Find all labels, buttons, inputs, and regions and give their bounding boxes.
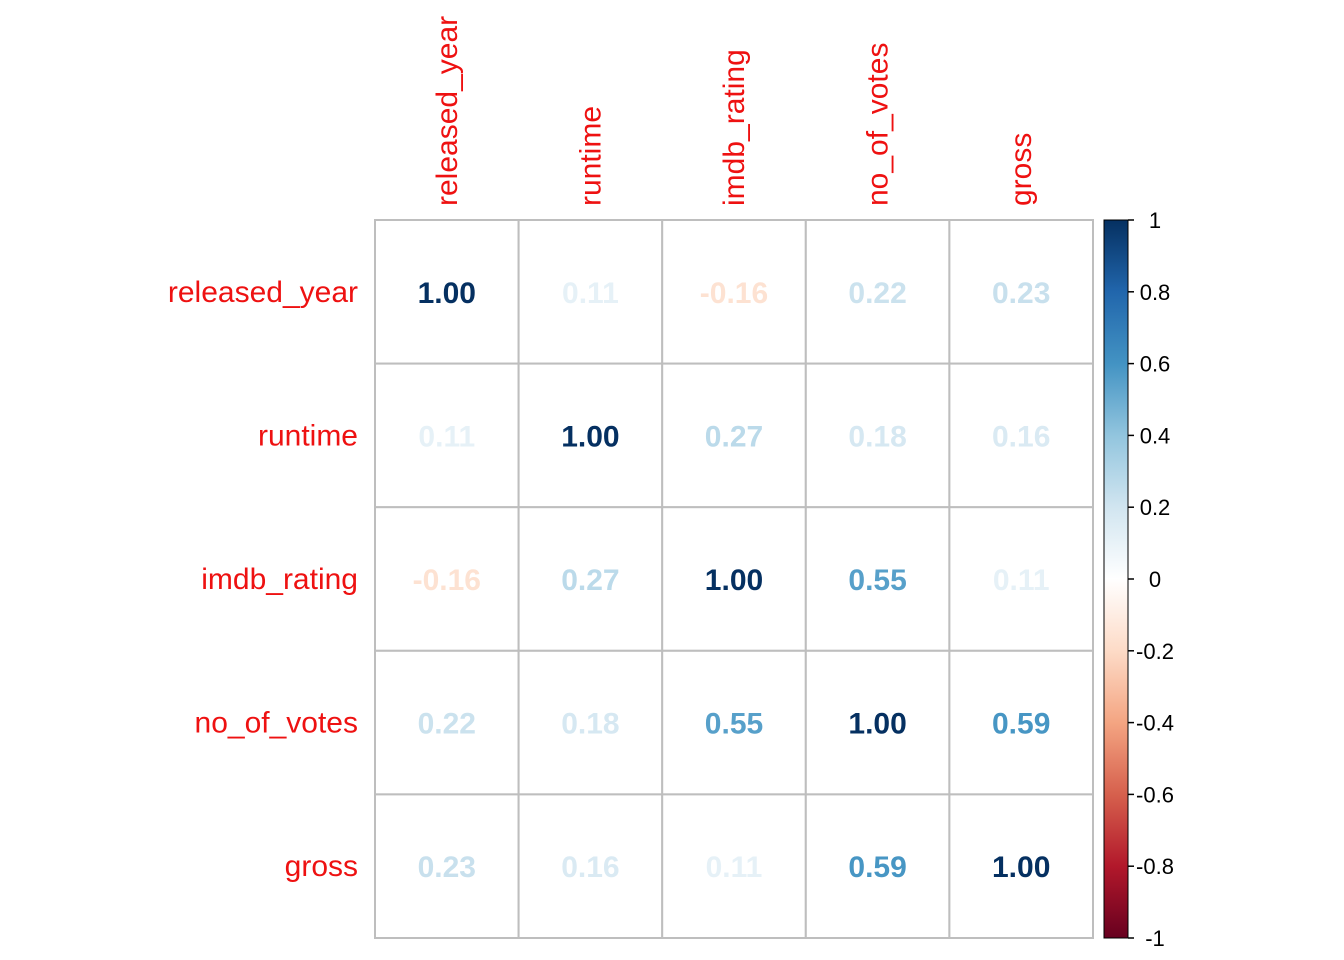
correlation-value: 0.27 (705, 420, 763, 453)
legend-tick-label: -0.4 (1136, 711, 1174, 736)
grid-cell (661, 649, 807, 796)
correlation-value: 0.59 (848, 851, 906, 884)
correlation-value: 0.16 (992, 420, 1050, 453)
row-label: no_of_votes (195, 707, 358, 740)
correlation-value: 0.22 (848, 277, 906, 310)
grid-cell (661, 793, 807, 940)
correlation-value: 0.59 (992, 708, 1050, 741)
grid-cell (374, 649, 520, 796)
legend-tick-label: -0.2 (1136, 639, 1174, 664)
legend-color-bar (1103, 219, 1129, 939)
column-label: no_of_votes (862, 43, 895, 206)
grid-cell (374, 219, 520, 365)
correlation-value: 1.00 (992, 851, 1050, 884)
cell-values: 1.00 0.11 -0.16 0.22 0.23 0.11 1.00 0.27 0.18 0.1… (413, 277, 1051, 884)
grid-cell (948, 362, 1095, 509)
grid-cell (804, 506, 951, 652)
correlation-value: 1.00 (705, 564, 763, 597)
correlation-value: 0.22 (418, 708, 476, 741)
grid-cell (517, 793, 664, 940)
correlation-grid (374, 219, 1095, 940)
correlation-value: 0.16 (561, 851, 619, 884)
correlation-value: 0.11 (562, 277, 619, 310)
correlation-value: 0.11 (418, 420, 475, 453)
correlation-value: 1.00 (848, 708, 906, 741)
correlation-value: -0.16 (700, 277, 768, 310)
legend-tick-label: 1 (1149, 208, 1161, 233)
grid-cell (804, 649, 951, 796)
row-label: released_year (168, 276, 358, 309)
correlation-value: 0.18 (561, 708, 619, 741)
legend-tick-label: 0.4 (1140, 423, 1171, 448)
correlation-value: 0.23 (992, 277, 1050, 310)
grid-cell (517, 219, 664, 365)
grid-cell (948, 506, 1095, 652)
grid-cell (374, 362, 520, 509)
legend-tick-label: 0.8 (1140, 280, 1171, 305)
legend-tick-label: 0.2 (1140, 495, 1171, 520)
correlation-value: 1.00 (561, 420, 619, 453)
grid-cell (661, 219, 807, 365)
column-label: imdb_rating (718, 49, 751, 206)
column-label: gross (1005, 133, 1038, 206)
correlation-value: 0.11 (706, 851, 763, 884)
legend-tick-label: -0.8 (1136, 854, 1174, 879)
grid-cell (804, 219, 951, 365)
correlation-value: -0.16 (413, 564, 481, 597)
column-label: released_year (431, 16, 464, 206)
color-legend: 1 0.8 0.6 0.4 0.2 0 -0.2 -0.4 -0.6 -0.8 -1 (1103, 208, 1174, 951)
correlation-value: 0.23 (418, 851, 476, 884)
grid-cell (374, 793, 520, 940)
grid-cell (948, 793, 1095, 940)
legend-ticks: 1 0.8 0.6 0.4 0.2 0 -0.2 -0.4 -0.6 -0.8 -1 (1128, 208, 1174, 951)
row-label: runtime (258, 419, 358, 452)
correlation-value: 1.00 (418, 277, 476, 310)
row-label: gross (285, 850, 358, 883)
grid-cell (517, 506, 664, 652)
column-label: runtime (574, 106, 607, 206)
correlation-value: 0.27 (561, 564, 619, 597)
grid-cell (948, 649, 1095, 796)
grid-cell (661, 362, 807, 509)
correlation-value: 0.55 (705, 708, 763, 741)
row-label: imdb_rating (201, 563, 358, 596)
correlation-value: 0.11 (993, 564, 1050, 597)
legend-tick-label: 0.6 (1140, 352, 1171, 377)
legend-tick-label: -1 (1145, 926, 1165, 951)
legend-tick-label: 0 (1149, 567, 1161, 592)
correlation-value: 0.55 (848, 564, 906, 597)
correlation-value: 0.18 (848, 420, 906, 453)
grid-cell (517, 649, 664, 796)
legend-tick-label: -0.6 (1136, 782, 1174, 807)
column-labels: released_year runtime imdb_rating no_of_vot… (431, 16, 1038, 206)
